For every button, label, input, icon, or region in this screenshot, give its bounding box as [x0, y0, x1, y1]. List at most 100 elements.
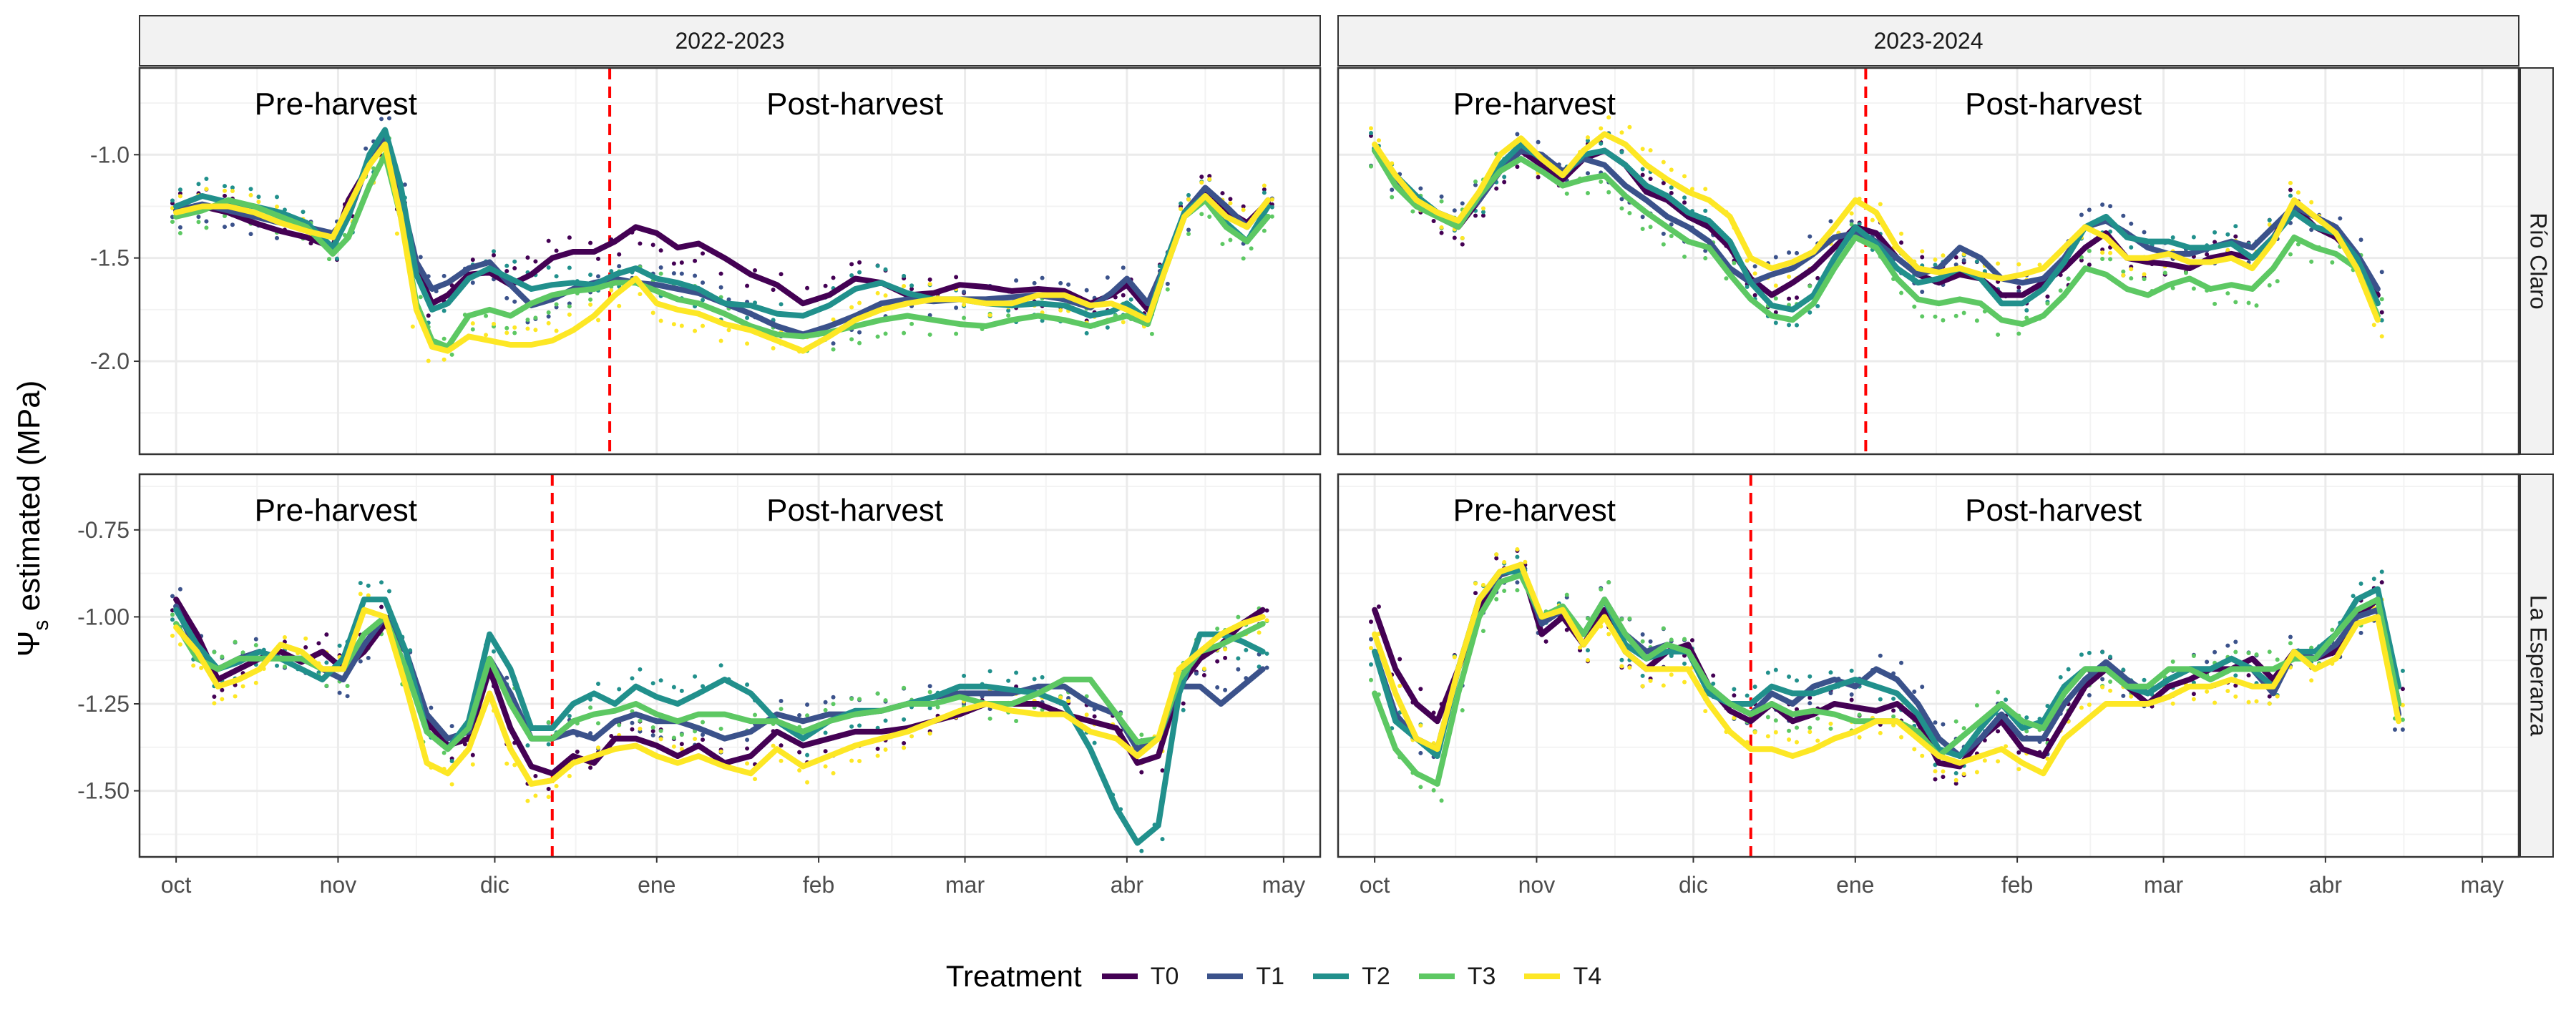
observation-point	[1578, 645, 1583, 650]
observation-point	[1711, 673, 1716, 678]
observation-point	[718, 271, 723, 276]
observation-point	[2267, 694, 2272, 699]
observation-point	[1953, 778, 1958, 783]
observation-point	[609, 288, 614, 293]
observation-point	[1961, 258, 1966, 263]
observation-point	[1564, 627, 1569, 632]
observation-point	[1368, 677, 1373, 682]
observation-point	[779, 743, 784, 748]
observation-point	[1121, 265, 1126, 270]
observation-point	[883, 698, 888, 703]
observation-point	[745, 746, 750, 751]
x-tick-label: mar	[2144, 872, 2183, 898]
observation-point	[2045, 301, 2050, 306]
observation-point	[2267, 649, 2272, 654]
observation-point	[650, 242, 655, 247]
observation-point	[1996, 690, 2001, 695]
observation-point	[857, 270, 862, 275]
observation-point	[199, 665, 204, 670]
column-strip-label: 2023-2024	[1873, 28, 1983, 54]
observation-point	[2024, 715, 2029, 720]
observation-point	[1627, 665, 1632, 670]
observation-point	[1815, 716, 1820, 721]
x-tick-label: may	[2461, 872, 2504, 898]
observation-point	[650, 681, 655, 686]
observation-point	[1661, 242, 1666, 247]
observation-point	[909, 283, 914, 288]
observation-point	[275, 663, 280, 668]
observation-point	[2233, 639, 2238, 644]
observation-point	[1996, 332, 2001, 337]
observation-point	[718, 749, 723, 754]
observation-point	[849, 337, 854, 342]
observation-point	[324, 683, 329, 688]
observation-point	[1690, 638, 1694, 643]
observation-point	[282, 635, 287, 640]
observation-point	[358, 581, 363, 586]
observation-point	[1160, 768, 1165, 773]
observation-point	[1014, 670, 1019, 675]
observation-point	[693, 737, 698, 742]
series-line-T4	[173, 607, 1266, 787]
observation-point	[1165, 287, 1170, 292]
observation-point	[1121, 320, 1126, 325]
observation-point	[745, 761, 750, 766]
observation-point	[1982, 758, 1987, 763]
observation-point	[2142, 272, 2147, 277]
observation-point	[1502, 180, 1507, 185]
observation-point	[256, 195, 261, 200]
observation-point	[2254, 303, 2259, 308]
observation-point	[470, 321, 475, 326]
observation-point	[1599, 141, 1604, 146]
observation-point	[1368, 662, 1373, 667]
observation-point	[701, 737, 706, 742]
observation-point	[492, 649, 496, 654]
observation-point	[408, 648, 413, 653]
observation-point	[1752, 264, 1757, 269]
observation-point	[253, 643, 258, 648]
observation-point	[745, 315, 750, 320]
observation-point	[1961, 771, 1966, 776]
observation-point	[303, 644, 308, 649]
observation-point	[1849, 697, 1854, 702]
observation-point	[2066, 276, 2071, 281]
pre-harvest-label: Pre-harvest	[255, 493, 417, 528]
observation-point	[1105, 325, 1110, 330]
observation-point	[588, 273, 593, 278]
observation-point	[1186, 232, 1191, 237]
observation-point	[2121, 693, 2126, 698]
observation-point	[1264, 618, 1269, 623]
observation-point	[671, 322, 676, 327]
observation-point	[1752, 685, 1757, 690]
observation-point	[1040, 675, 1045, 680]
observation-point	[1682, 254, 1687, 259]
observation-point	[617, 252, 622, 257]
observation-point	[2087, 650, 2092, 655]
observation-point	[2309, 678, 2314, 683]
observation-point	[1787, 674, 1792, 679]
observation-point	[671, 261, 676, 266]
observation-point	[2191, 653, 2196, 658]
observation-point	[1223, 655, 1228, 660]
observation-point	[1724, 276, 1729, 281]
observation-point	[449, 352, 454, 357]
observation-point	[1752, 293, 1757, 298]
observation-point	[2205, 659, 2210, 664]
observation-point	[2191, 235, 2196, 240]
observation-point	[1920, 289, 1925, 294]
observation-point	[1494, 552, 1499, 557]
observation-point	[345, 694, 350, 699]
observation-point	[554, 328, 559, 333]
legend-swatch	[1313, 973, 1350, 979]
observation-point	[1807, 730, 1813, 735]
observation-point	[693, 328, 698, 333]
observation-point	[546, 265, 551, 270]
observation-point	[1640, 639, 1645, 644]
observation-point	[223, 213, 228, 218]
legend-label: T0	[1150, 962, 1179, 990]
observation-point	[671, 271, 676, 276]
observation-point	[596, 721, 601, 726]
observation-point	[588, 765, 593, 770]
observation-point	[1773, 255, 1778, 260]
observation-point	[2170, 659, 2175, 664]
